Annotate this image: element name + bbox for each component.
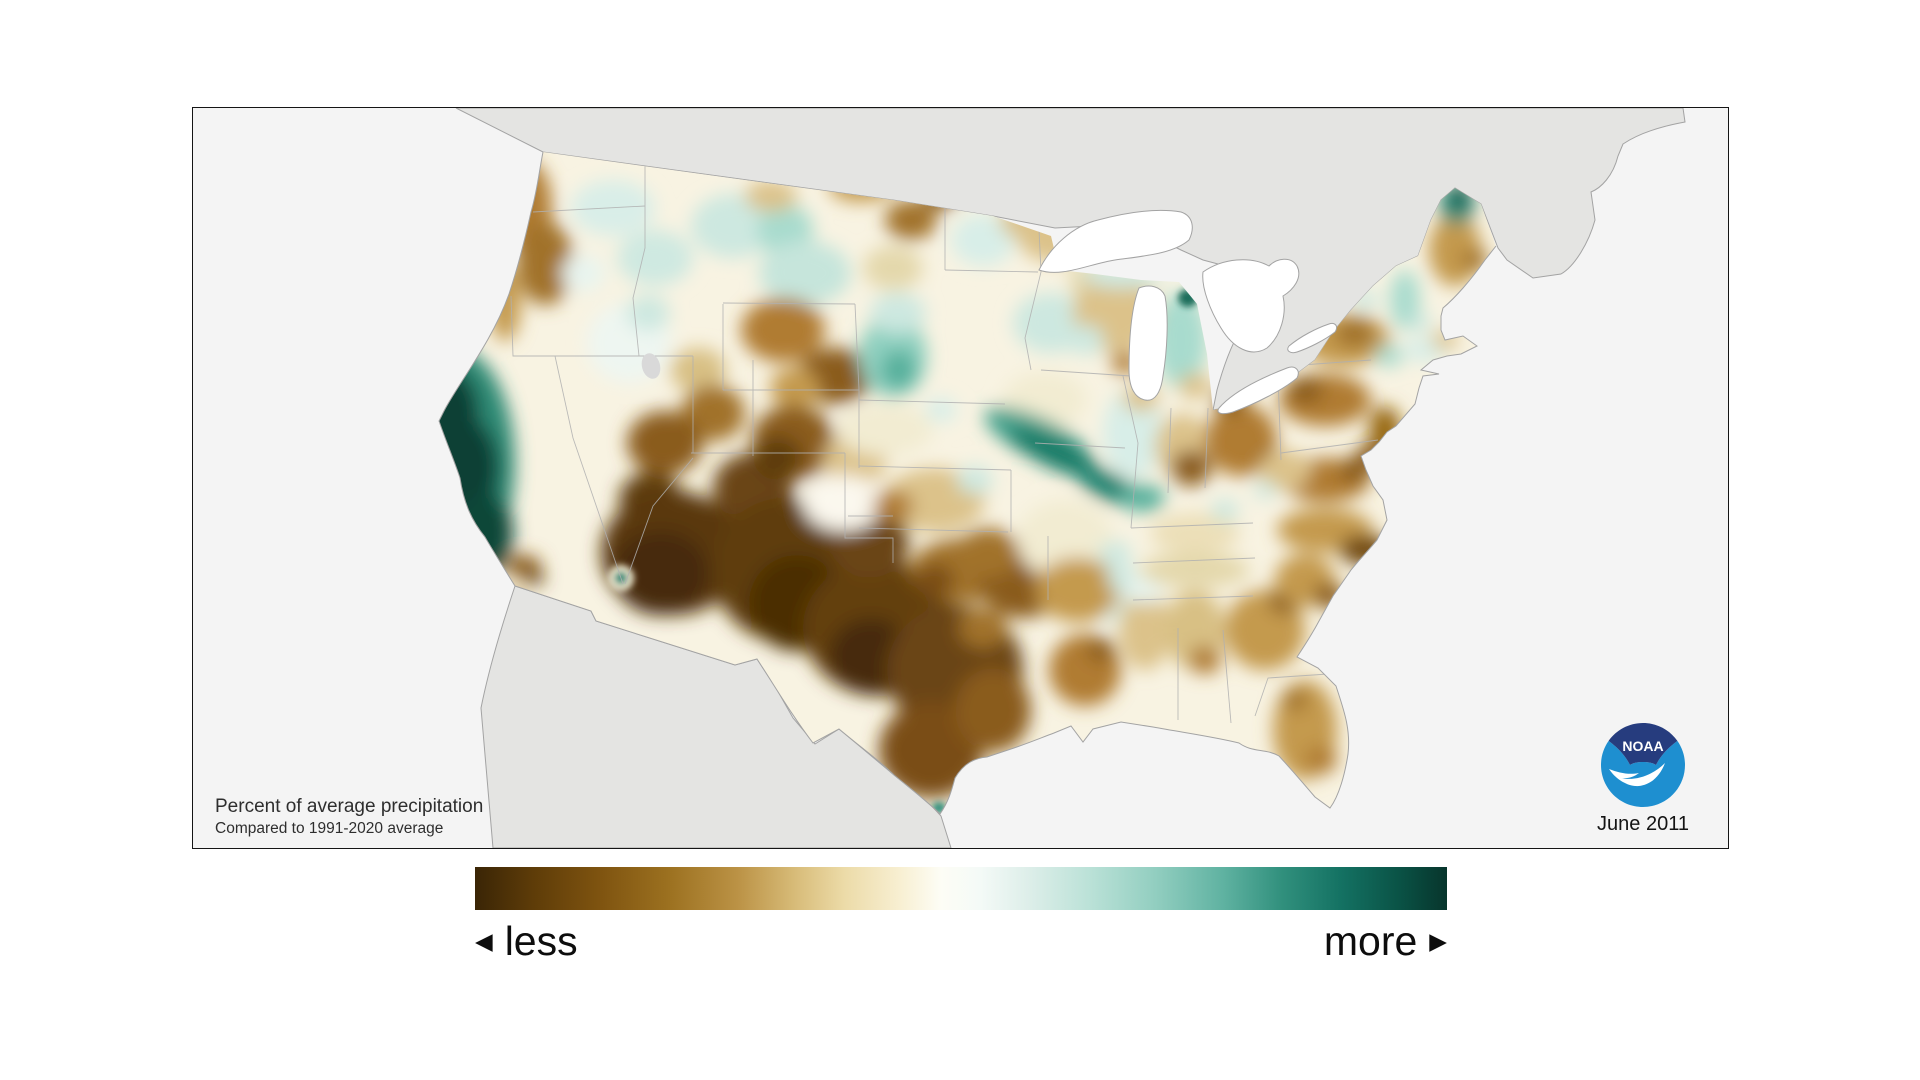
lake-ontario <box>1287 323 1338 354</box>
map-caption: Percent of average precipitation Compare… <box>215 795 483 838</box>
left-arrow-icon: ◀ <box>475 928 493 954</box>
map-panel: Percent of average precipitation Compare… <box>192 107 1729 849</box>
legend-less: ◀ less <box>475 918 578 965</box>
caption-title: Percent of average precipitation <box>215 795 484 817</box>
us-precipitation-map <box>193 108 1728 848</box>
date-label: June 2011 <box>1597 813 1689 835</box>
caption-subtitle: Compared to 1991-2020 average <box>215 819 444 837</box>
right-arrow-icon: ▶ <box>1429 928 1447 954</box>
us-coastline <box>438 151 1497 815</box>
great-lakes <box>1038 209 1338 415</box>
lake-superior <box>1038 209 1193 273</box>
legend-less-label: less <box>504 918 578 964</box>
state-borders <box>510 154 1379 724</box>
lake-erie <box>1217 366 1299 415</box>
noaa-logo-text: NOAA <box>1622 738 1663 754</box>
noaa-logo-icon: NOAA <box>1601 723 1685 807</box>
legend-more: more ▶ <box>1324 918 1447 965</box>
legend-gradient-bar <box>475 867 1447 910</box>
noaa-branding: NOAA June 2011 <box>1578 721 1708 836</box>
color-legend: ◀ less more ▶ <box>475 867 1447 965</box>
legend-more-label: more <box>1323 918 1418 964</box>
lake-michigan <box>1128 285 1168 401</box>
lake-huron <box>1202 258 1300 353</box>
legend-labels: ◀ less more ▶ <box>475 918 1447 965</box>
great-salt-lake <box>641 353 661 379</box>
